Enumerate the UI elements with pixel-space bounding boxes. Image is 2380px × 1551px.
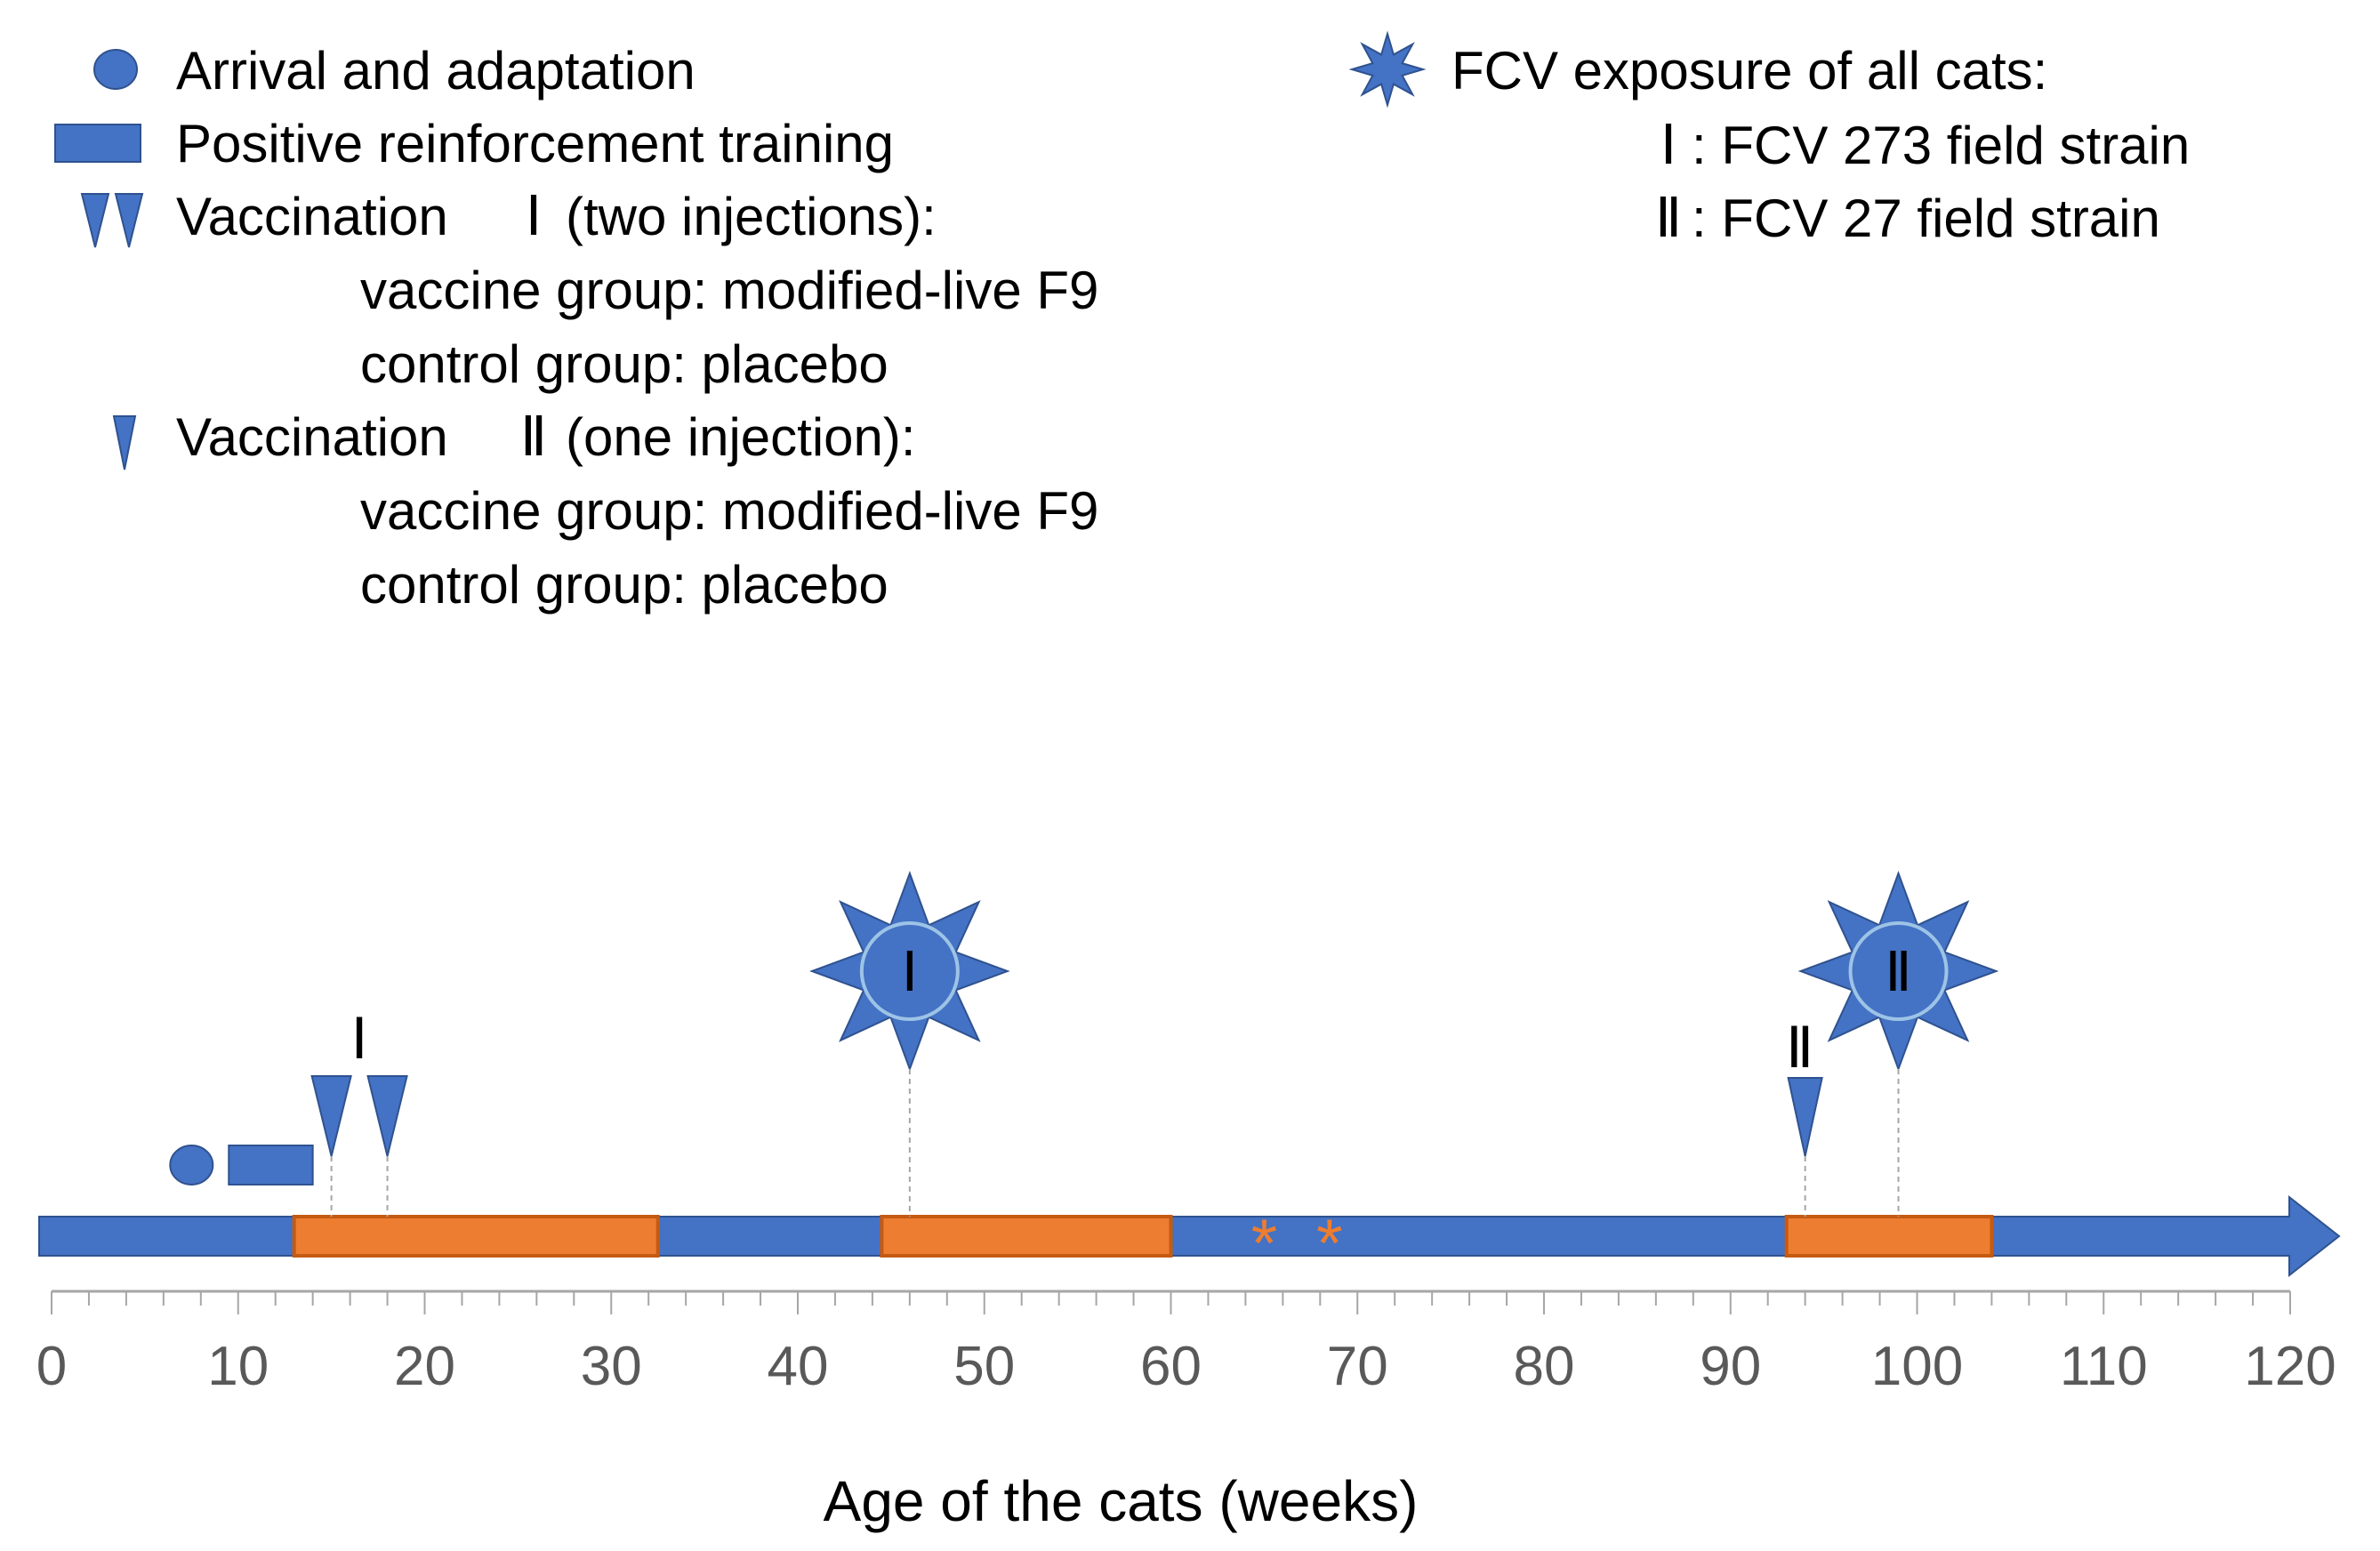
tick-label-40: 40 (768, 1336, 829, 1397)
exposure-1-circle (859, 921, 960, 1021)
legend-strain2-numeral: Ⅱ (1655, 189, 1683, 249)
legend-exposure-label: FCV exposure of all cats: (1451, 41, 2047, 100)
single-syringe-icon (112, 415, 137, 470)
legend-vacc2-control: control group: placebo (360, 555, 888, 615)
tick-label-60: 60 (1140, 1336, 1202, 1397)
tick-label-70: 70 (1327, 1336, 1388, 1397)
tick-label-0: 0 (36, 1336, 67, 1397)
tick-label-90: 90 (1700, 1336, 1761, 1397)
tick-label-80: 80 (1514, 1336, 1575, 1397)
exposure-2-circle (1848, 921, 1949, 1021)
asterisk-1: * (1251, 1206, 1278, 1282)
x-axis-title: Age of the cats (weeks) (824, 1469, 1419, 1533)
legend-vacc2-vaccine: vaccine group: modified-live F9 (360, 481, 1098, 541)
exposure-star-icon (1348, 30, 1427, 108)
legend-strain2-label: : FCV 27 field strain (1692, 189, 2160, 248)
arrival-marker (169, 1145, 214, 1185)
exposure-star-shape (1348, 30, 1427, 108)
exposure-2-label: Ⅱ (1885, 943, 1912, 1003)
vaccination-1-label: Ⅰ (351, 1008, 368, 1071)
legend-vacc1-label: Vaccination (176, 187, 448, 246)
tick-label-30: 30 (581, 1336, 642, 1397)
legend-vacc2-suffix: (one injection): (566, 407, 916, 467)
legend-vacc1-vaccine: vaccine group: modified-live F9 (360, 261, 1098, 320)
tick-label-10: 10 (207, 1336, 269, 1397)
vaccination-2-marker (1787, 1077, 1823, 1157)
legend-strain1-label: : FCV 273 field strain (1692, 116, 2190, 175)
vaccination-1-marker-1 (310, 1075, 352, 1157)
tick-label-50: 50 (953, 1336, 1015, 1397)
legend-training-label: Positive reinforcement training (176, 114, 894, 173)
legend-vacc2-numeral: Ⅱ (520, 407, 548, 468)
training-icon (54, 124, 141, 163)
tick-label-110: 110 (2060, 1336, 2148, 1397)
legend-strain1-numeral: Ⅰ (1660, 116, 1676, 176)
vaccination-1-marker-2 (366, 1075, 408, 1157)
legend-right: FCV exposure of all cats: Ⅰ : FCV 273 fi… (1348, 30, 2190, 249)
vaccination-2-label: Ⅱ (1786, 1017, 1814, 1080)
double-syringe-icon (80, 193, 144, 248)
arrival-icon (93, 49, 138, 90)
tick-label-120: 120 (2244, 1336, 2336, 1397)
tick-label-20: 20 (394, 1336, 455, 1397)
legend-vacc1-control: control group: placebo (360, 334, 888, 394)
legend-vacc1-numeral: Ⅰ (526, 187, 542, 247)
legend-left: Arrival and adaptation Positive reinforc… (54, 41, 1098, 615)
timeline: * * 0 10 20 30 40 50 60 70 80 90 100 110 120 Ⅰ Ⅱ Ⅰ Ⅱ (36, 871, 2341, 1397)
orange-period-1 (292, 1215, 660, 1258)
tick-label-100: 100 (1871, 1336, 1963, 1397)
legend-vacc2-label: Vaccination (176, 407, 448, 467)
legend-arrival-label: Arrival and adaptation (176, 41, 696, 100)
exposure-1-label: Ⅰ (902, 943, 918, 1003)
asterisk-2: * (1316, 1206, 1343, 1282)
orange-period-3 (1784, 1215, 1994, 1258)
orange-period-2 (880, 1215, 1173, 1258)
legend-vacc1-suffix: (two injections): (566, 187, 937, 246)
training-marker (228, 1145, 314, 1185)
